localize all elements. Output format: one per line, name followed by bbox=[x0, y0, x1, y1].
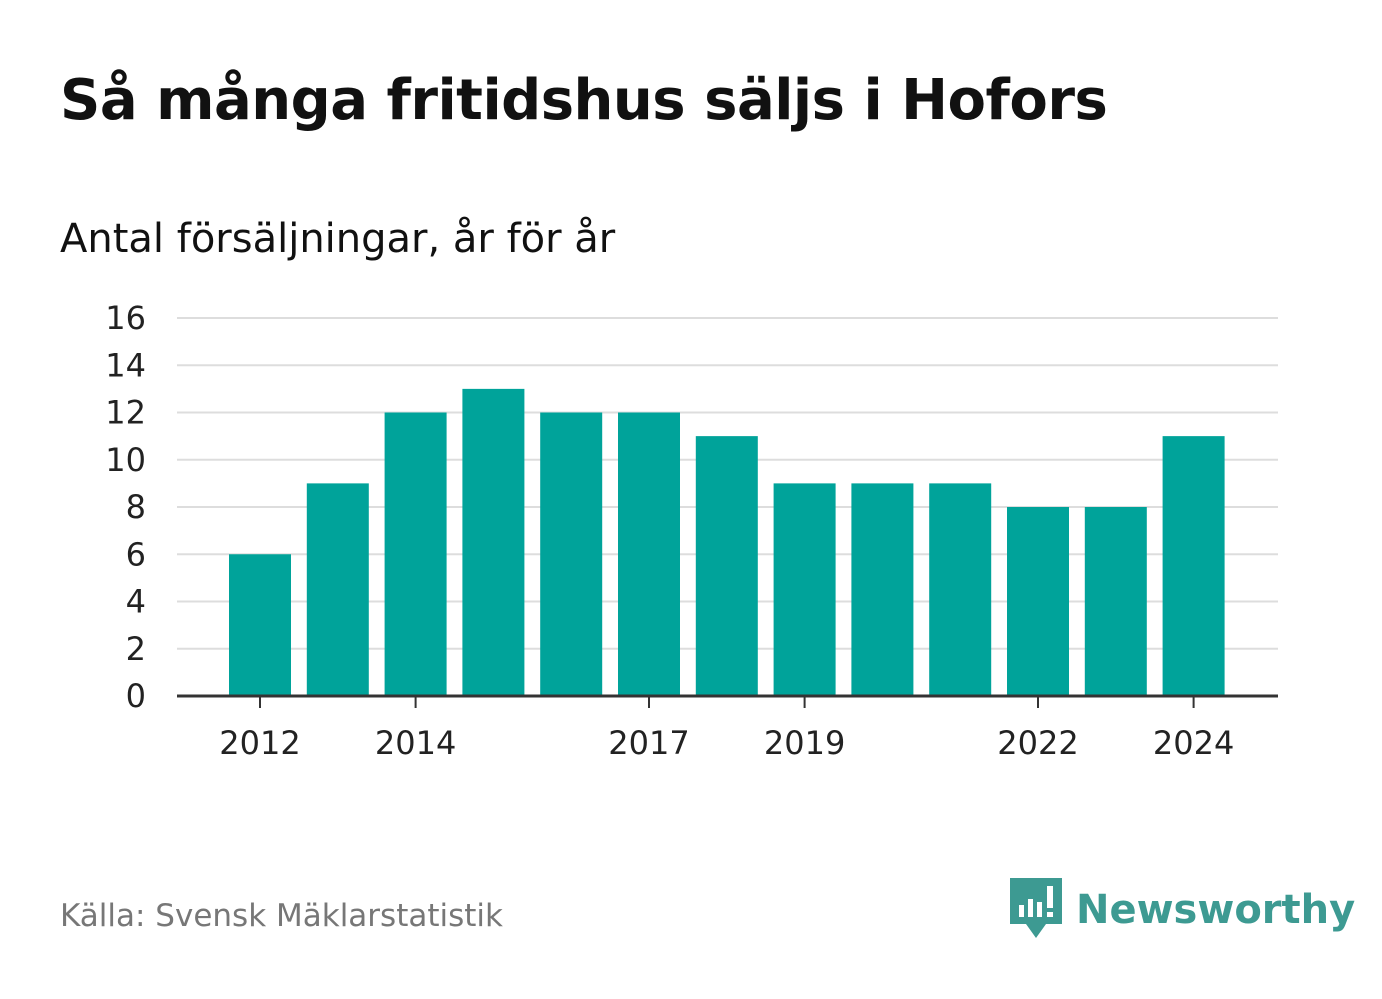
bar-2020 bbox=[851, 483, 914, 696]
y-axis-ticks: 0 2 4 6 8 10 12 14 16 bbox=[105, 299, 146, 715]
source-note: Källa: Svensk Mäklarstatistik bbox=[60, 898, 503, 934]
y-tick-label: 0 bbox=[126, 677, 146, 715]
chart-subtitle: Antal försäljningar, år för år bbox=[60, 216, 616, 262]
bar-2023 bbox=[1084, 507, 1147, 696]
bar-2019 bbox=[773, 483, 836, 696]
x-tick-label: 2019 bbox=[764, 724, 845, 762]
bar-2024 bbox=[1162, 436, 1225, 696]
y-tick-label: 6 bbox=[126, 535, 146, 573]
x-tick-label: 2017 bbox=[608, 724, 689, 762]
brand-name: Newsworthy bbox=[1076, 887, 1356, 933]
brand-logo: Newsworthy bbox=[1010, 878, 1355, 942]
x-tick-label: 2014 bbox=[375, 724, 456, 762]
bar-2013 bbox=[306, 483, 369, 696]
y-tick-label: 8 bbox=[126, 488, 146, 526]
bars bbox=[229, 388, 1225, 696]
y-tick-label: 16 bbox=[105, 299, 146, 337]
x-tick-label: 2012 bbox=[219, 724, 300, 762]
bar-2012 bbox=[229, 554, 291, 696]
y-tick-label: 10 bbox=[105, 441, 146, 479]
y-tick-label: 2 bbox=[126, 630, 146, 668]
bar-2022 bbox=[1007, 507, 1069, 696]
bar-2021 bbox=[929, 483, 992, 696]
y-tick-label: 12 bbox=[105, 394, 146, 432]
bar-2017 bbox=[618, 412, 680, 696]
bar-2018 bbox=[695, 436, 758, 696]
x-tick-label: 2022 bbox=[997, 724, 1078, 762]
y-tick-label: 4 bbox=[126, 583, 146, 621]
bar-2016 bbox=[540, 412, 603, 696]
newsworthy-logo-icon bbox=[1010, 878, 1062, 938]
x-tick-label: 2024 bbox=[1153, 724, 1234, 762]
y-tick-label: 14 bbox=[105, 346, 146, 384]
bar-2015 bbox=[462, 388, 525, 696]
x-axis: 2012 2014 2017 2019 2022 2024 bbox=[177, 694, 1278, 762]
bar-2014 bbox=[384, 412, 447, 696]
chart-title: Så många fritidshus säljs i Hofors bbox=[60, 68, 1108, 133]
